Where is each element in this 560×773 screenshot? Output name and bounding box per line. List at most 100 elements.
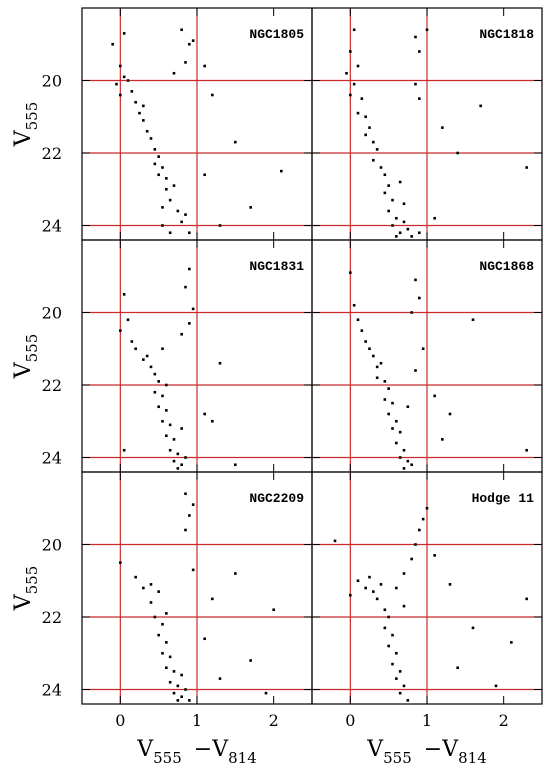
x-axis-label: V555 −V814 [366,737,487,767]
data-point [280,169,283,173]
data-point [161,347,164,351]
panel-title: NGC1805 [249,27,304,42]
data-point [375,597,379,601]
data-point [395,586,398,590]
data-point [456,151,459,155]
data-point [249,659,252,662]
data-point [383,626,387,630]
data-point [448,412,452,416]
data-point [402,572,406,575]
data-point [391,662,394,666]
data-point [149,137,153,140]
data-point [157,173,160,177]
x-axis-label: V555 −V814 [136,737,257,767]
data-point [153,162,157,166]
data-point [142,586,145,590]
data-point [161,206,164,209]
panel: NGC1818 [311,7,543,241]
data-point [157,633,160,637]
data-point [119,64,122,68]
data-point [402,684,406,688]
data-point [203,412,206,416]
data-point [161,651,164,655]
x-tick-label: 2 [269,711,279,730]
data-point [398,430,402,434]
data-point [168,423,172,427]
data-point [368,575,371,579]
data-point [368,347,371,351]
data-point [119,93,122,97]
data-point [383,398,387,401]
data-point [188,514,191,517]
data-point [398,670,402,673]
data-point [157,590,160,593]
data-point [448,583,452,586]
data-point [168,198,172,202]
x-tick-label: 2 [499,711,509,730]
data-point [421,347,425,351]
data-point [149,583,153,586]
y-tick-label: 22 [42,608,62,627]
data-point [375,376,379,380]
data-point [184,528,187,532]
data-point [395,651,398,655]
y-axis-label-part: V [11,129,36,147]
data-point [414,35,417,39]
y-axis-label-part: 555 [23,566,41,595]
data-point [157,405,160,409]
data-point [406,227,410,231]
data-point [525,166,528,169]
data-point [356,318,360,322]
data-point [410,235,413,238]
data-point [234,463,237,467]
data-point [218,224,222,227]
x-axis-label-part: 814 [458,749,487,767]
data-point [138,111,141,115]
data-point [168,448,172,452]
data-point [122,75,126,79]
data-point [203,173,206,177]
data-point [494,684,498,688]
data-point [211,597,214,601]
data-point [402,467,406,470]
data-point [165,612,168,615]
x-tick-label: 1 [192,711,202,730]
data-point [218,361,222,365]
data-point [119,329,122,332]
data-point [180,673,183,677]
panel-title: NGC1831 [249,259,304,274]
data-point [176,467,180,470]
data-point [333,539,337,543]
data-point [391,633,394,637]
data-point [165,409,168,412]
data-point [360,329,364,332]
data-point [479,104,482,108]
panel-title: NGC1868 [479,259,534,274]
data-point [126,318,130,322]
data-point [398,231,402,235]
data-point [402,604,406,608]
data-point [122,32,126,35]
data-point [456,666,459,670]
data-point [395,677,398,680]
data-point [383,191,387,195]
data-point [203,64,206,68]
data-point [191,307,195,311]
data-point [364,340,367,343]
data-point [168,655,172,659]
data-point [161,622,164,626]
data-point [402,220,406,224]
y-axis-label: V555 [11,334,41,380]
data-point [375,365,379,369]
data-point [211,419,214,423]
data-point [122,448,126,452]
data-point [379,361,383,365]
data-point [375,148,379,151]
data-point [418,296,421,300]
data-point [414,369,417,372]
y-axis-label: V555 [11,102,41,148]
y-tick-label: 22 [42,376,62,395]
data-point [218,677,222,680]
